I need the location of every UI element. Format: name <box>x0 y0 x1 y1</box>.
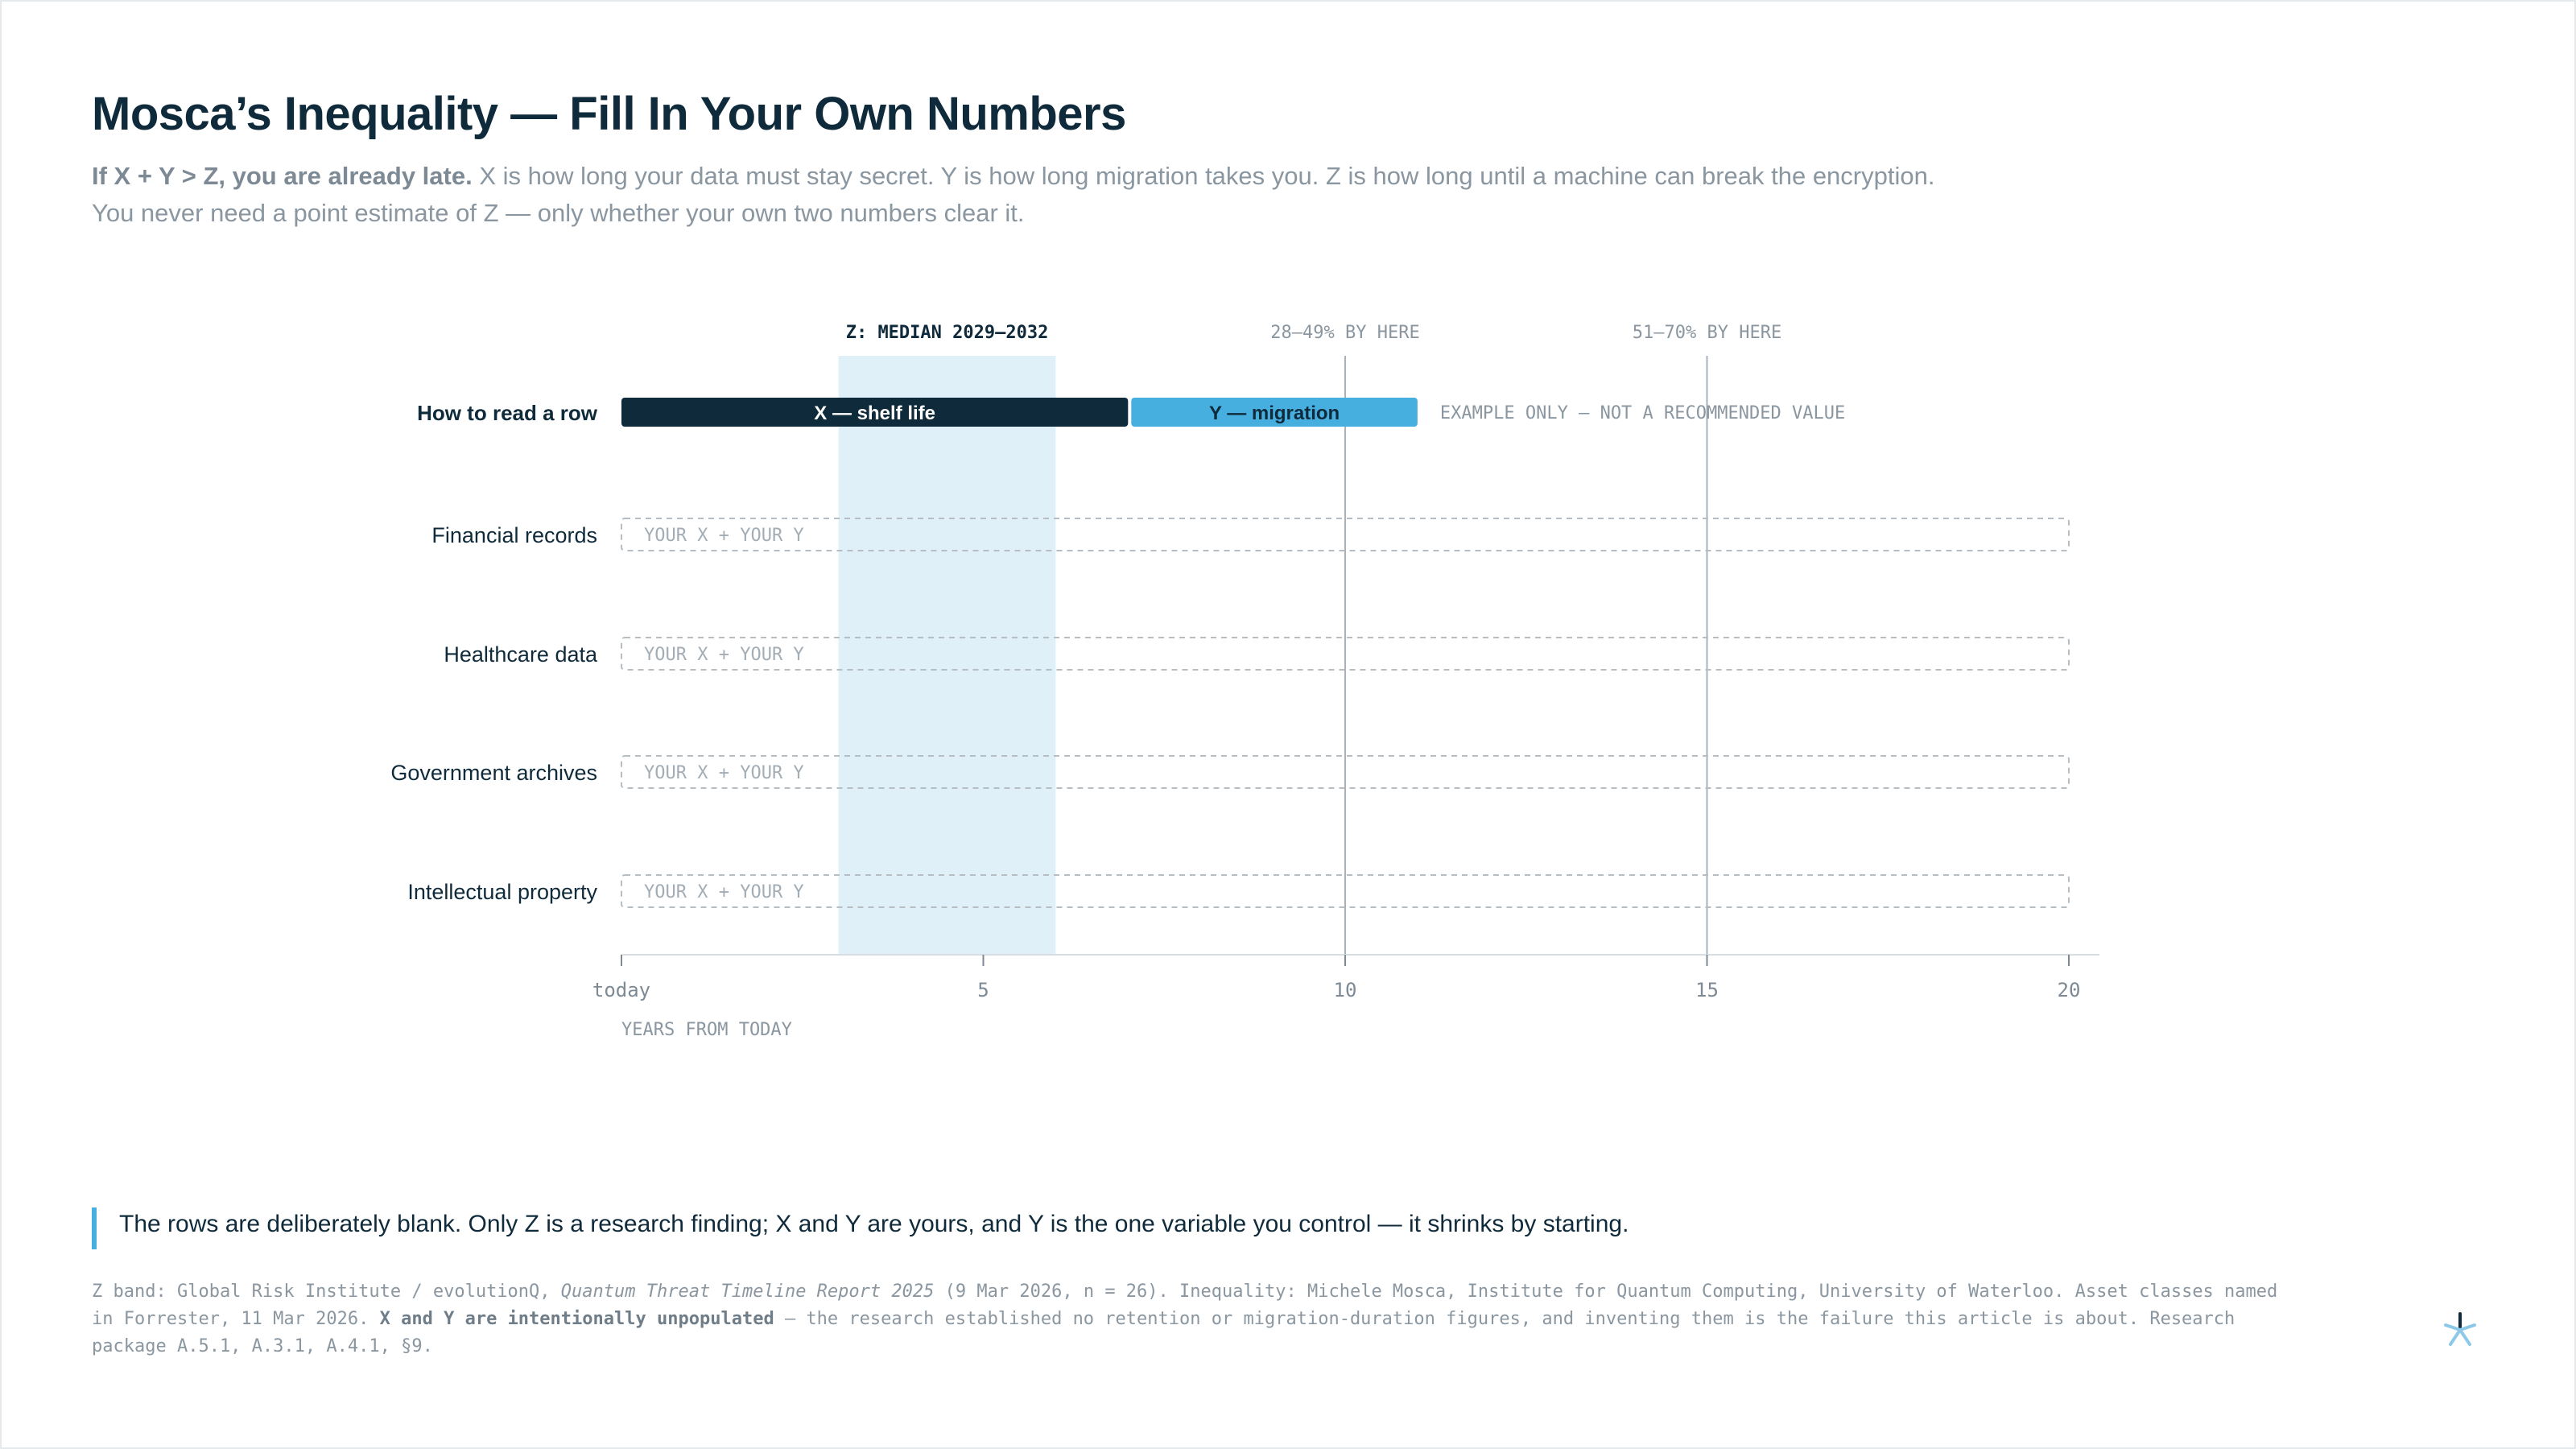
x-axis-tick-label: today <box>592 979 650 1001</box>
x-axis-tick-label: 20 <box>2058 979 2081 1001</box>
mosca-chart: Z: MEDIAN 2029–2032 28–49% BY HERE 51–70% … <box>390 323 2099 1040</box>
category-label: Intellectual property <box>407 880 597 904</box>
source-part-2: (9 Mar 2026, n = 26). Inequality: Michel… <box>92 1282 2278 1329</box>
x-axis-tick-label: 10 <box>1334 979 1357 1001</box>
page-title: Mosca’s Inequality — Fill In Your Own Nu… <box>92 88 1126 140</box>
callout-accent-bar <box>92 1208 97 1249</box>
x-axis-tick-label: 15 <box>1695 979 1719 1001</box>
subtitle: If X + Y > Z, you are already late. X is… <box>92 158 2024 232</box>
subtitle-lead: If X + Y > Z, you are already late. <box>92 162 473 190</box>
blank-row-outline <box>621 518 2070 551</box>
z-band <box>838 356 1056 955</box>
example-segment-label-y: Y — migration <box>1209 402 1340 424</box>
source-part-3: — the research established no retention … <box>92 1309 2235 1356</box>
source-emphasis: X and Y are intentionally unpopulated <box>379 1309 774 1329</box>
blank-row-placeholder: YOUR X + YOUR Y <box>644 526 804 546</box>
example-segment-x <box>621 398 1129 427</box>
source-note: Z band: Global Risk Institute / evolutio… <box>92 1278 2281 1360</box>
source-report-title: Quantum Threat Timeline Report 2025 <box>560 1282 935 1302</box>
example-segment-y <box>1131 398 1418 427</box>
blank-row-outline <box>621 637 2070 671</box>
example-row-label: How to read a row <box>417 401 598 425</box>
reference-label-1: 28–49% BY HERE <box>1270 323 1419 343</box>
subtitle-line1: X is how long your data must stay secret… <box>472 162 1935 190</box>
blank-row-placeholder: YOUR X + YOUR Y <box>644 645 804 665</box>
category-label: Healthcare data <box>444 642 598 667</box>
asterisk-logo-icon <box>2444 1312 2476 1346</box>
x-axis-tick-label: 5 <box>977 979 989 1001</box>
example-segment-label-x: X — shelf life <box>814 402 935 424</box>
blank-row-outline <box>621 755 2070 789</box>
reference-label-2: 51–70% BY HERE <box>1633 323 1781 343</box>
callout-text: The rows are deliberately blank. Only Z … <box>119 1211 1629 1237</box>
x-axis-title: YEARS FROM TODAY <box>621 1020 792 1040</box>
source-part-1: Z band: Global Risk Institute / evolutio… <box>92 1282 561 1302</box>
subtitle-line2: You never need a point estimate of Z — o… <box>92 199 1025 227</box>
blank-row-placeholder: YOUR X + YOUR Y <box>644 763 804 783</box>
example-note: EXAMPLE ONLY — NOT A RECOMMENDED VALUE <box>1440 403 1845 423</box>
blank-row-outline <box>621 874 2070 908</box>
blank-row-placeholder: YOUR X + YOUR Y <box>644 882 804 902</box>
category-label: Government archives <box>390 761 597 785</box>
z-band-label: Z: MEDIAN 2029–2032 <box>846 323 1049 343</box>
category-label: Financial records <box>431 523 597 547</box>
